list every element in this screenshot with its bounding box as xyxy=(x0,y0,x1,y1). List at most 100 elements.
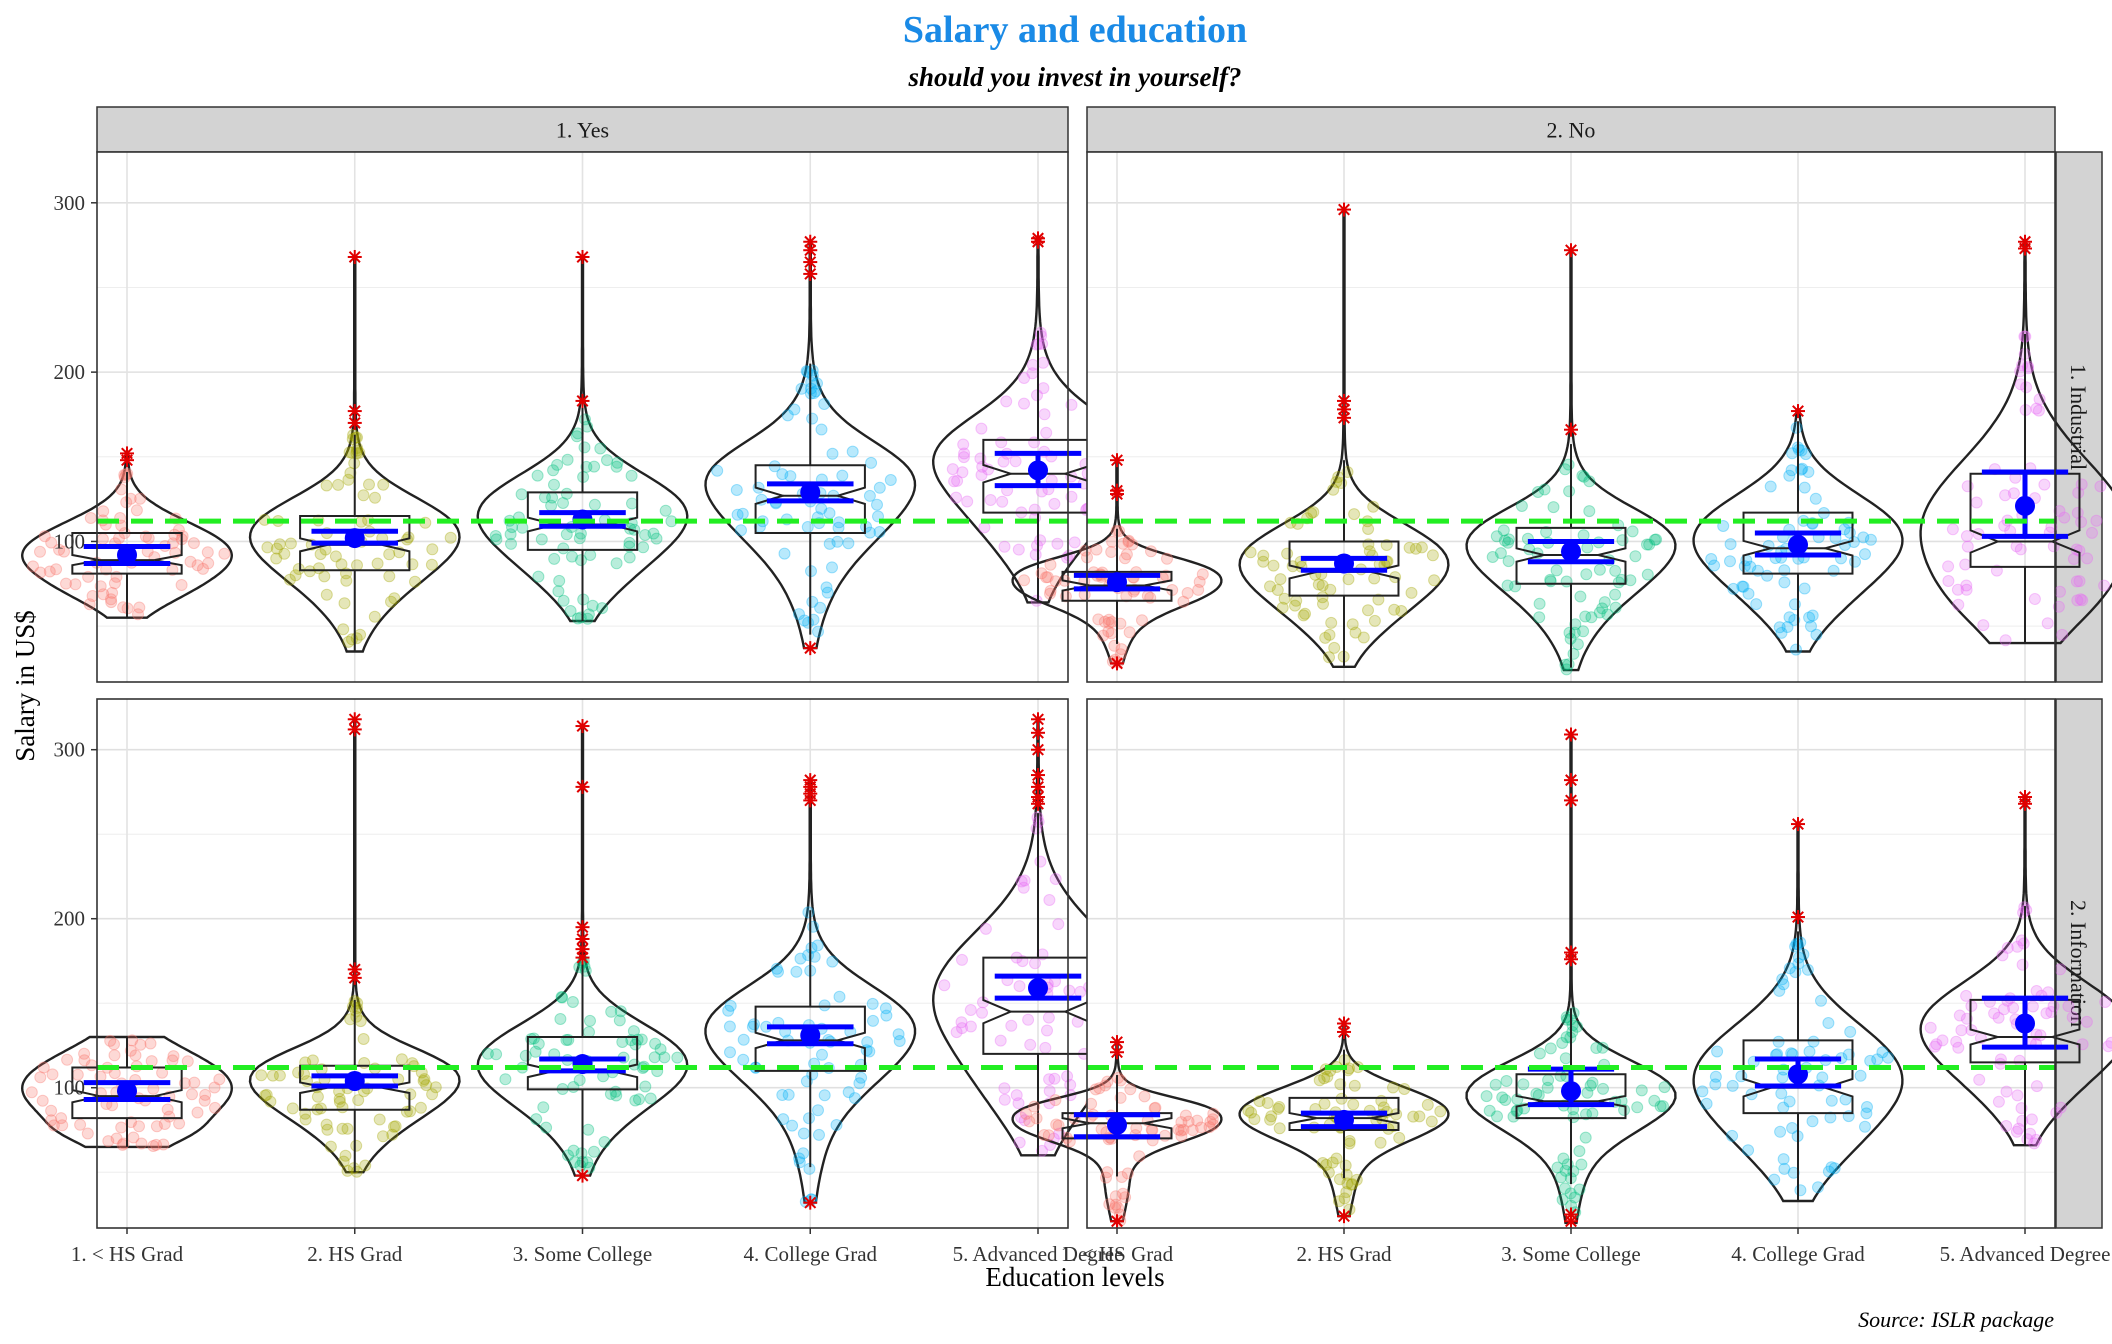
jitter-point xyxy=(863,489,876,502)
y-axis-label: Salary in US$ xyxy=(10,610,40,762)
jitter-point xyxy=(2038,478,2051,491)
jitter-point xyxy=(1576,469,1589,482)
jitter-point xyxy=(1257,549,1270,562)
jitter-point xyxy=(2034,1029,2047,1042)
jitter-point xyxy=(1643,538,1656,551)
outlier-stroke xyxy=(1338,1025,1350,1038)
jitter-point xyxy=(812,625,824,638)
jitter-point xyxy=(1267,559,1280,572)
jitter-point xyxy=(1039,1041,1052,1054)
jitter-point xyxy=(547,464,560,477)
jitter-point xyxy=(1020,1107,1032,1120)
jitter-point xyxy=(1271,584,1284,596)
outlier-stroke xyxy=(1111,1046,1123,1059)
outlier-stroke xyxy=(1338,411,1350,424)
jitter-point xyxy=(1930,1038,1943,1051)
jitter-point xyxy=(1319,631,1332,644)
jitter-point xyxy=(964,1020,977,1033)
jitter-point xyxy=(1036,337,1049,350)
jitter-point xyxy=(1844,1025,1857,1038)
jitter-point xyxy=(649,1037,662,1050)
jitter-point xyxy=(811,377,823,390)
jitter-point xyxy=(842,1086,855,1099)
jitter-point xyxy=(1544,573,1557,586)
jitter-point xyxy=(347,429,360,441)
jitter-point xyxy=(1538,483,1551,496)
jitter-point xyxy=(1106,535,1119,548)
jitter-point xyxy=(1041,1024,1053,1037)
outlier-stroke xyxy=(576,921,589,934)
jitter-point xyxy=(1977,619,1990,632)
jitter-point xyxy=(746,1020,759,1033)
box-notched xyxy=(754,1005,866,1072)
jitter-point xyxy=(1593,563,1606,576)
jitter-point xyxy=(711,464,724,477)
jitter-point xyxy=(1313,1074,1326,1087)
jitter-point xyxy=(1179,1109,1192,1122)
jitter-point xyxy=(1089,1083,1102,1096)
jitter-point xyxy=(1043,1085,1056,1097)
jitter-point xyxy=(188,1076,201,1089)
jitter-point xyxy=(538,491,551,504)
jitter-point xyxy=(956,953,968,966)
jitter-point xyxy=(772,965,784,978)
panel-1-2 xyxy=(1011,151,2112,683)
jitter-point xyxy=(1101,1166,1114,1179)
outlier-stroke xyxy=(1792,818,1804,831)
jitter-point xyxy=(1952,1041,1965,1054)
jitter-point xyxy=(1403,541,1416,554)
jitter-point xyxy=(2032,404,2045,417)
jitter-point xyxy=(793,1156,806,1169)
jitter-point xyxy=(283,573,296,586)
jitter-point xyxy=(1783,469,1796,482)
jitter-point xyxy=(814,601,827,614)
jitter-point xyxy=(1772,1035,1785,1048)
jitter-point xyxy=(626,497,638,510)
jitter-point xyxy=(1876,1046,1889,1059)
chart-title: Salary and education xyxy=(903,9,1247,51)
jitter-point xyxy=(1340,1186,1353,1199)
jitter-point xyxy=(1122,535,1135,548)
jitter-point xyxy=(2028,593,2041,605)
outlier-point xyxy=(1031,742,1045,757)
violin-group xyxy=(704,234,917,656)
jitter-point xyxy=(1264,580,1276,593)
jitter-point xyxy=(1175,1124,1188,1137)
jitter-point xyxy=(1541,1081,1554,1094)
jitter-point xyxy=(1579,1131,1592,1144)
jitter-point xyxy=(409,575,421,588)
mean-point xyxy=(800,482,821,503)
jitter-point xyxy=(671,1051,684,1064)
jitter-point xyxy=(637,541,650,554)
jitter-point xyxy=(639,1080,652,1093)
jitter-point xyxy=(1368,614,1381,627)
jitter-point xyxy=(1609,601,1622,614)
jitter-point xyxy=(950,1026,963,1039)
jitter-point xyxy=(144,1037,157,1050)
jitter-point xyxy=(1827,564,1840,577)
jitter-point xyxy=(580,460,593,473)
jitter-point xyxy=(1253,1095,1266,1108)
jitter-point xyxy=(38,530,51,543)
jitter-point xyxy=(818,1089,831,1102)
jitter-point xyxy=(43,565,56,578)
jitter-point xyxy=(1312,578,1325,591)
jitter-point xyxy=(106,586,119,599)
jitter-point xyxy=(1564,1187,1577,1200)
outlier-point xyxy=(575,779,590,794)
jitter-point xyxy=(351,559,363,572)
violin-group xyxy=(248,249,461,653)
jitter-point xyxy=(414,1101,427,1114)
jitter-point xyxy=(150,1138,163,1151)
jitter-point xyxy=(1192,583,1205,596)
jitter-point xyxy=(202,557,215,570)
outlier-stroke xyxy=(348,971,361,984)
jitter-point xyxy=(505,537,517,550)
jitter-point xyxy=(2086,526,2098,539)
jitter-point xyxy=(1123,626,1136,639)
jitter-point xyxy=(1015,875,1028,888)
jitter-point xyxy=(1028,1100,1041,1113)
violin-group xyxy=(1919,234,2112,647)
jitter-point xyxy=(261,541,274,554)
